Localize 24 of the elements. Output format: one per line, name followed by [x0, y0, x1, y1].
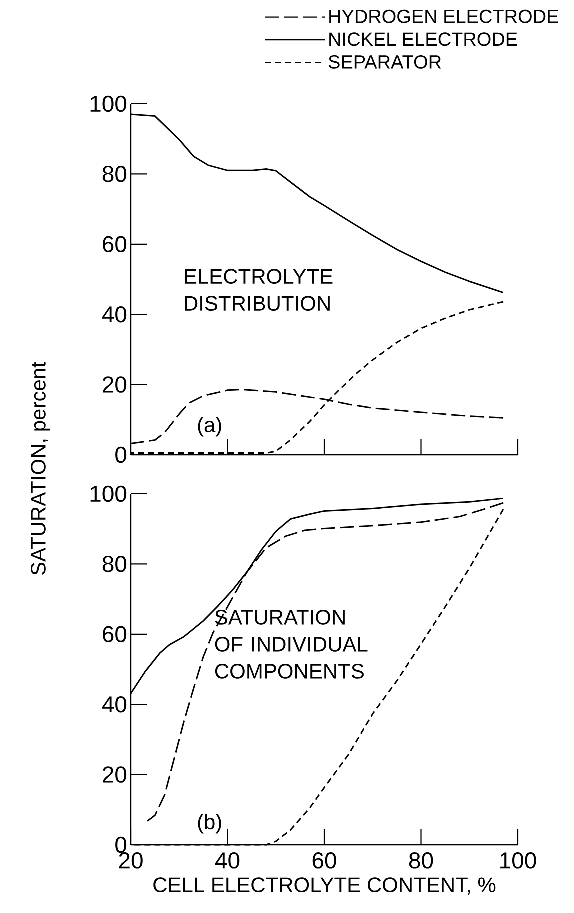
annotation: ELECTROLYTE DISTRIBUTION: [185, 269, 333, 312]
y-tick-label: 80: [102, 166, 127, 182]
y-tick-label: 20: [103, 766, 127, 783]
x-tick-label: 100: [500, 852, 536, 869]
y-tick-label: 40: [102, 306, 127, 323]
x-tick-label: 60: [312, 852, 336, 869]
annotation: (b): [198, 814, 222, 834]
x-tick-label: 40: [215, 852, 240, 869]
x-axis-title: CELL ELECTROLYTE CONTENT, %: [154, 878, 496, 896]
x-tick-label: 80: [409, 852, 434, 869]
y-tick-label: 100: [90, 96, 127, 112]
legend-label: SEPARATOR: [328, 55, 442, 69]
legend-label: NICKEL ELECTRODE: [330, 32, 518, 46]
y-tick-label: 40: [102, 696, 127, 713]
y-tick-label: 20: [103, 376, 127, 393]
y-tick-label: 0: [116, 446, 127, 464]
y-tick-label: 100: [90, 486, 127, 502]
legend-label: HYDROGEN ELECTRODE: [330, 10, 558, 24]
y-tick-label: 60: [103, 626, 127, 643]
annotation: (a): [198, 417, 222, 437]
y-tick-label: 0: [116, 836, 127, 854]
y-axis-title: SATURATION, percent: [31, 362, 50, 576]
y-tick-label: 60: [103, 236, 127, 253]
y-tick-label: 80: [102, 556, 127, 572]
